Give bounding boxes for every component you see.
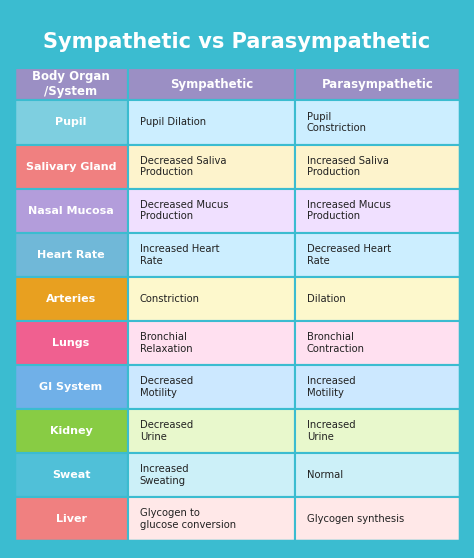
FancyBboxPatch shape (295, 277, 460, 321)
Text: Increased Heart
Rate: Increased Heart Rate (140, 244, 219, 266)
FancyBboxPatch shape (14, 145, 128, 189)
FancyBboxPatch shape (295, 100, 460, 145)
FancyBboxPatch shape (128, 68, 295, 100)
FancyBboxPatch shape (14, 17, 460, 68)
FancyBboxPatch shape (295, 497, 460, 541)
Text: Increased
Motility: Increased Motility (307, 376, 356, 398)
FancyBboxPatch shape (295, 233, 460, 277)
Text: Decreased Heart
Rate: Decreased Heart Rate (307, 244, 391, 266)
Text: Kidney: Kidney (50, 426, 92, 436)
FancyBboxPatch shape (14, 100, 128, 145)
FancyBboxPatch shape (128, 145, 295, 189)
FancyBboxPatch shape (14, 321, 128, 365)
FancyBboxPatch shape (14, 365, 128, 409)
Text: Pupil: Pupil (55, 118, 87, 127)
Text: Decreased Saliva
Production: Decreased Saliva Production (140, 156, 226, 177)
Text: Glycogen to
glucose conversion: Glycogen to glucose conversion (140, 508, 236, 530)
FancyBboxPatch shape (128, 453, 295, 497)
Text: Heart Rate: Heart Rate (37, 250, 105, 259)
Text: Pupil Dilation: Pupil Dilation (140, 118, 206, 127)
Text: Sympathetic vs Parasympathetic: Sympathetic vs Parasympathetic (44, 32, 430, 52)
Text: Increased
Sweating: Increased Sweating (140, 464, 188, 486)
Text: Constriction: Constriction (140, 294, 200, 304)
FancyBboxPatch shape (14, 453, 128, 497)
FancyBboxPatch shape (14, 409, 128, 453)
Text: Decreased Mucus
Production: Decreased Mucus Production (140, 200, 228, 222)
FancyBboxPatch shape (14, 277, 128, 321)
Text: Lungs: Lungs (53, 338, 90, 348)
FancyBboxPatch shape (128, 365, 295, 409)
Text: Bronchial
Contraction: Bronchial Contraction (307, 332, 365, 354)
Text: Salivary Gland: Salivary Gland (26, 162, 116, 171)
FancyBboxPatch shape (128, 321, 295, 365)
FancyBboxPatch shape (295, 321, 460, 365)
Text: Increased Mucus
Production: Increased Mucus Production (307, 200, 391, 222)
Text: Sympathetic: Sympathetic (170, 78, 253, 91)
Text: Parasympathetic: Parasympathetic (321, 78, 433, 91)
FancyBboxPatch shape (295, 453, 460, 497)
Text: GI System: GI System (39, 382, 102, 392)
FancyBboxPatch shape (14, 189, 128, 233)
Text: Increased
Urine: Increased Urine (307, 420, 356, 442)
FancyBboxPatch shape (128, 409, 295, 453)
FancyBboxPatch shape (128, 100, 295, 145)
FancyBboxPatch shape (128, 189, 295, 233)
Text: Decreased
Motility: Decreased Motility (140, 376, 193, 398)
FancyBboxPatch shape (295, 365, 460, 409)
Text: Sweat: Sweat (52, 470, 90, 480)
FancyBboxPatch shape (14, 233, 128, 277)
Text: Arteries: Arteries (46, 294, 96, 304)
FancyBboxPatch shape (295, 68, 460, 100)
FancyBboxPatch shape (295, 409, 460, 453)
FancyBboxPatch shape (128, 233, 295, 277)
Text: Glycogen synthesis: Glycogen synthesis (307, 514, 404, 524)
Text: Normal: Normal (307, 470, 343, 480)
Text: Decreased
Urine: Decreased Urine (140, 420, 193, 442)
Text: Bronchial
Relaxation: Bronchial Relaxation (140, 332, 192, 354)
Text: Nasal Mucosa: Nasal Mucosa (28, 206, 114, 215)
Text: Liver: Liver (55, 514, 87, 524)
Text: Pupil
Constriction: Pupil Constriction (307, 112, 367, 133)
Text: Dilation: Dilation (307, 294, 346, 304)
FancyBboxPatch shape (14, 497, 128, 541)
FancyBboxPatch shape (295, 145, 460, 189)
FancyBboxPatch shape (295, 189, 460, 233)
FancyBboxPatch shape (128, 497, 295, 541)
FancyBboxPatch shape (128, 277, 295, 321)
FancyBboxPatch shape (14, 68, 128, 100)
Text: Body Organ
/System: Body Organ /System (32, 70, 110, 98)
Text: Increased Saliva
Production: Increased Saliva Production (307, 156, 389, 177)
